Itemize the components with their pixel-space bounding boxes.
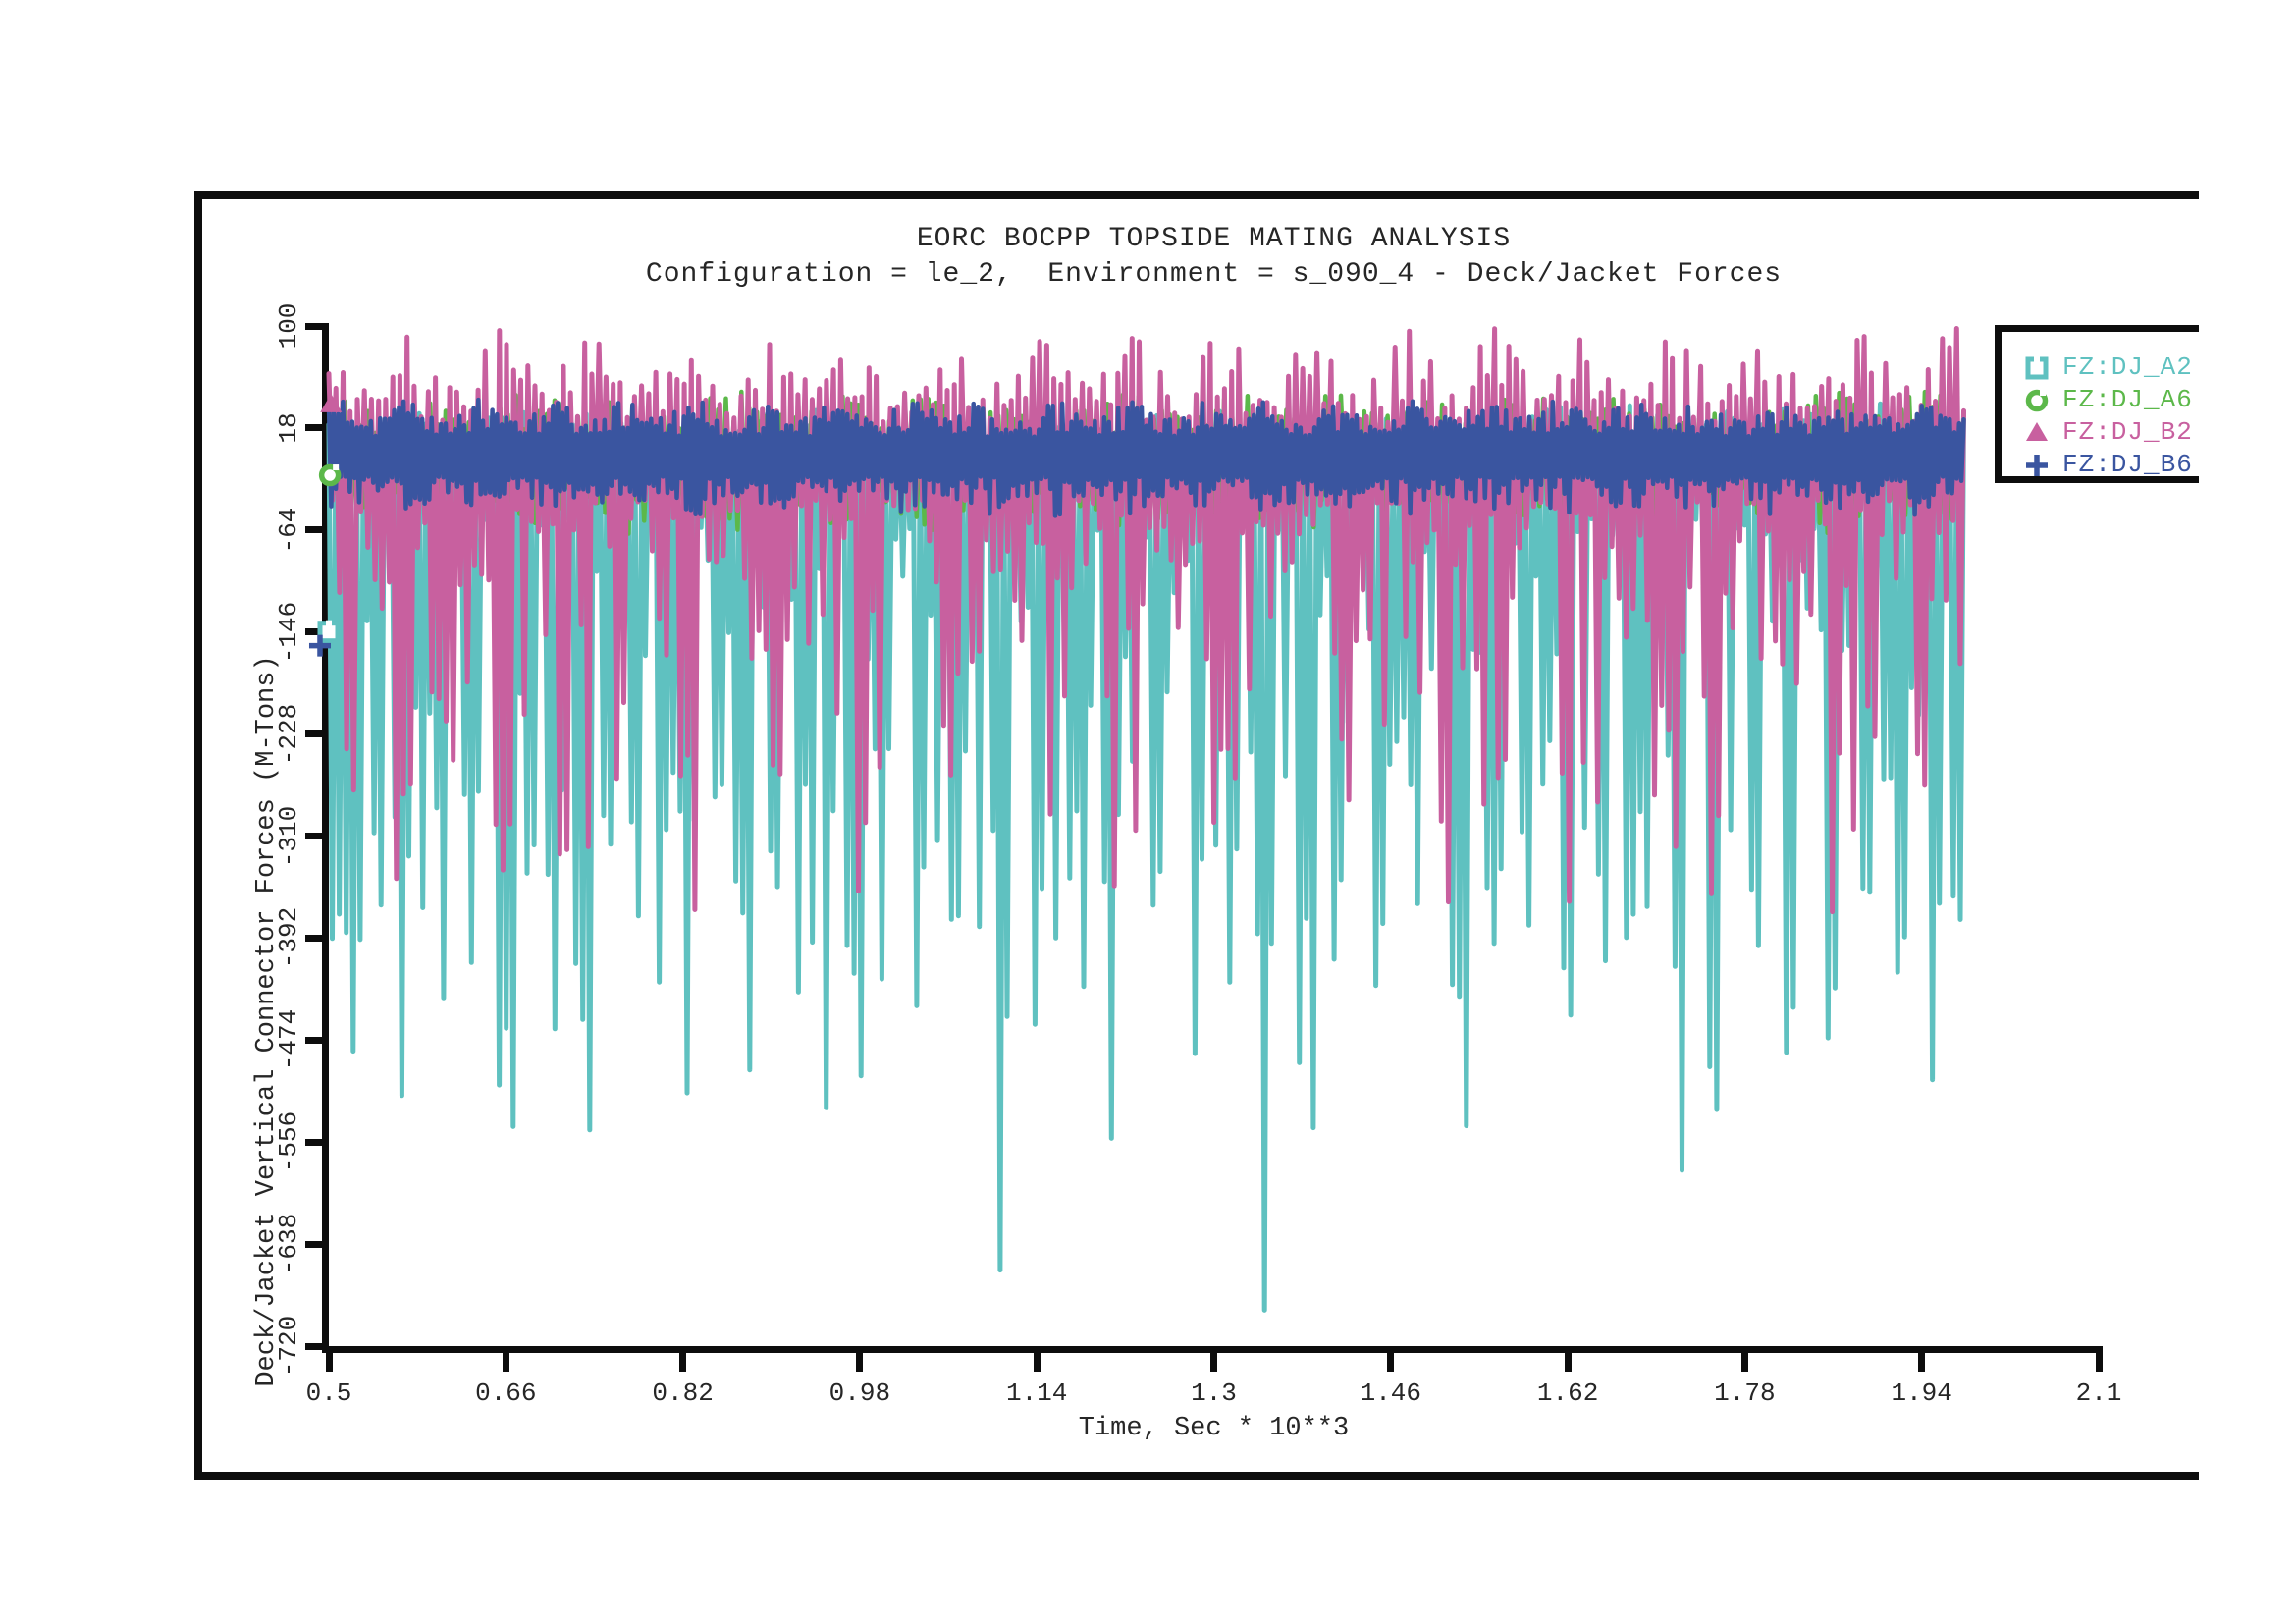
circle-marker-icon	[2025, 389, 2049, 412]
x-tick	[1564, 1346, 1572, 1372]
x-tick	[1033, 1346, 1041, 1372]
x-tick-label: 1.94	[1891, 1379, 1952, 1408]
y-axis-label: Deck/Jacket Vertical Connector Forces (M…	[252, 655, 282, 1387]
x-tick	[1918, 1346, 1926, 1372]
x-axis-label: Time, Sec * 10**3	[1078, 1414, 1350, 1443]
legend-marker	[2025, 389, 2049, 412]
x-tick	[1387, 1346, 1395, 1372]
x-tick-label: 0.82	[652, 1379, 714, 1408]
x-tick-label: 0.98	[828, 1379, 891, 1408]
legend-label: FZ:DJ_A2	[2062, 352, 2193, 382]
legend-label: FZ:DJ_A6	[2062, 385, 2193, 414]
y-tick	[305, 934, 329, 942]
legend-label: FZ:DJ_B2	[2062, 417, 2193, 447]
legend-label: FZ:DJ_B6	[2062, 450, 2193, 479]
x-tick	[1210, 1346, 1217, 1372]
y-tick	[305, 628, 329, 636]
x-tick	[679, 1346, 687, 1372]
triangle-marker-icon	[320, 393, 343, 412]
y-tick	[305, 322, 329, 330]
x-tick	[325, 1346, 333, 1372]
x-tick	[1740, 1346, 1748, 1372]
x-tick-label: 0.5	[305, 1379, 352, 1408]
y-tick	[305, 1138, 329, 1146]
legend-box: FZ:DJ_A2 FZ:DJ_A6 FZ:DJ_B2 FZ:DJ_B6	[1995, 325, 2199, 483]
circle-marker-icon	[318, 463, 342, 487]
legend-marker	[2026, 455, 2048, 476]
x-tick	[856, 1346, 864, 1372]
square-marker-icon	[317, 620, 341, 644]
x-tick-label: 1.46	[1360, 1379, 1422, 1408]
y-tick	[305, 1036, 329, 1044]
chart-title: EORC BOCPP TOPSIDE MATING ANALYSIS	[916, 224, 1512, 254]
triangle-marker-icon	[2026, 422, 2048, 441]
x-tick-label: 0.66	[475, 1379, 537, 1408]
chart-subtitle: Configuration = le_2, Environment = s_09…	[645, 259, 1783, 290]
series-line-fz-dj-b6	[326, 397, 1966, 518]
x-tick-label: 2.1	[2075, 1379, 2122, 1408]
plus-marker-icon	[2026, 455, 2048, 476]
plus-marker-icon	[308, 634, 331, 657]
x-tick-label: 1.3	[1191, 1379, 1237, 1408]
outer-frame	[194, 191, 2199, 1480]
y-tick	[305, 424, 329, 432]
y-tick	[305, 1342, 329, 1350]
x-tick	[502, 1346, 509, 1372]
legend-marker	[2026, 422, 2048, 441]
y-tick	[305, 730, 329, 738]
x-tick	[2095, 1346, 2103, 1372]
x-tick-label: 1.62	[1536, 1379, 1599, 1408]
y-tick	[305, 1240, 329, 1248]
y-tick	[305, 526, 329, 534]
y-axis-line	[322, 326, 329, 1353]
y-tick	[305, 833, 329, 839]
x-tick-label: 1.78	[1714, 1379, 1776, 1408]
legend-marker	[2025, 356, 2049, 380]
square-marker-icon	[2025, 356, 2049, 380]
x-tick-label: 1.14	[1005, 1379, 1068, 1408]
